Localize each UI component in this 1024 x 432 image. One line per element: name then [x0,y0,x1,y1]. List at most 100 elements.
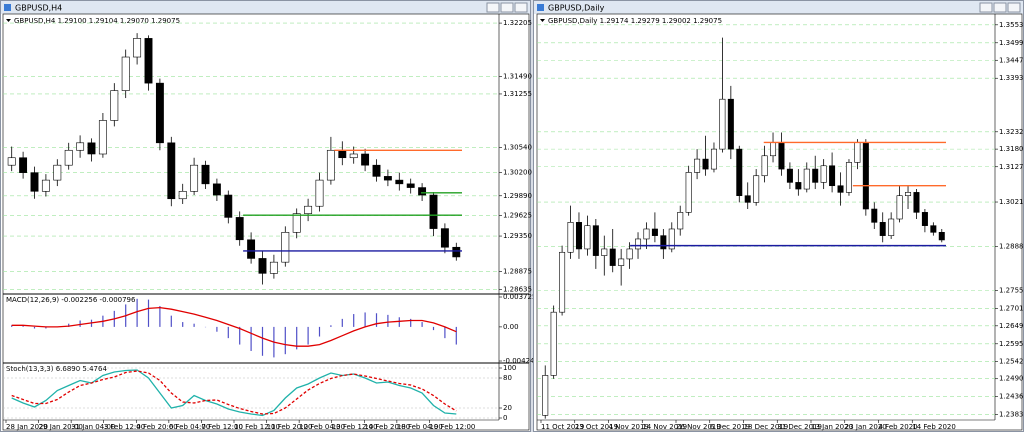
macd-bar [432,326,435,331]
candle-body [361,153,370,166]
candle-body [440,228,449,248]
y-tick-label: -0.004249 [503,357,539,365]
candle-body [736,148,743,197]
window-button-close[interactable] [1007,2,1021,13]
plot-area [536,13,1023,431]
y-tick-label: 1.28880 [999,242,1024,250]
candle-body [592,225,599,256]
candle-body [685,172,692,213]
candle-body [694,158,701,173]
y-tick-label: 1.31800 [999,145,1024,153]
y-tick-label: 1.29625 [503,212,532,220]
y-tick-label: 1.31490 [503,72,532,80]
macd-bar [147,299,150,327]
candle-body [110,90,119,121]
candle-body [155,82,164,144]
macd-bar [22,326,24,327]
candle-body [677,212,684,230]
macd-bar [68,323,70,327]
candle-body [452,246,461,258]
candle-body [349,153,358,159]
candle-body [567,222,574,253]
candle-body [418,187,427,196]
y-tick-label: 1.33930 [999,74,1024,82]
candle-body [727,98,734,150]
candle-body [178,190,187,200]
candle-body [660,235,667,250]
x-tick-label: 23 Jan 2020 [845,423,887,431]
candle-body [651,228,658,236]
window-button-max[interactable] [500,2,514,13]
candle-body [338,149,347,159]
candle-body [550,311,557,376]
candle-body [224,194,233,218]
x-tick-label: 31 Jan 04:00 [71,423,115,431]
candle-body [133,38,142,58]
y-tick-label: 1.29890 [503,192,532,200]
candle-body [786,168,793,183]
x-tick-label: 12 Feb 04:00 [299,423,345,431]
macd-bar [216,326,218,332]
candle-body [609,248,616,266]
x-tick-label: 23 Oct 2019 [575,423,618,431]
candle-body [921,212,928,226]
candle-body [542,375,549,416]
x-tick-label: 4 Feb 20:00 [136,423,177,431]
candle-body [643,228,650,240]
candle-body [795,182,802,190]
candle-body [19,157,28,173]
macd-bar [193,323,195,327]
candle-body [710,148,717,170]
chart-info: GBPUSD,Daily 1.29174 1.29279 1.29002 1.2… [548,17,722,25]
candle-body [871,208,878,223]
title-bar [534,1,1023,14]
window-button-close[interactable] [514,2,528,13]
y-tick-label: 1.26490 [999,322,1024,330]
candle-body [930,225,937,233]
macd-bar [330,325,332,327]
y-tick-label: 1.27015 [999,304,1024,312]
y-tick-label: 100 [503,364,516,372]
macd-bar [159,306,161,327]
candle-body [281,232,290,263]
candle-body [258,258,267,274]
y-tick-label: 1.32320 [999,128,1024,136]
candle-body [144,38,153,84]
candle-body [167,142,176,200]
macd-bar [227,326,229,339]
window-button-min[interactable] [486,2,500,13]
y-tick-label: 0 [503,414,507,422]
y-tick-label: 1.31270 [999,163,1024,171]
candle-body [190,164,199,192]
candle-body [559,251,566,313]
macd-bar [239,326,241,345]
candle-body [212,183,221,196]
macd-bar [250,326,252,351]
y-tick-label: 80 [503,374,512,382]
macd-bar [387,314,389,327]
candle-body [601,248,608,256]
macd-bar [410,318,412,327]
candle-body [626,248,633,260]
x-tick-label: 6 Dec 2019 [710,423,750,431]
macd-bar [284,326,286,355]
x-tick-label: 26 Nov 2019 [676,423,721,431]
candle-body [315,179,324,207]
x-tick-label: 11 Oct 2019 [541,423,584,431]
candle-body [753,175,760,203]
candle-body [7,157,16,166]
candle-body [905,192,912,197]
macd-bar [444,326,446,339]
macd-bar [353,314,355,327]
candle-body [862,142,869,210]
y-tick-label: 1.30200 [503,169,532,177]
candle-body [719,98,726,150]
candle-body [913,192,920,213]
x-tick-label: 14 Feb 2020 [912,423,956,431]
window-button-min[interactable] [979,2,993,13]
window-button-max[interactable] [993,2,1007,13]
candle-body [803,168,810,190]
candle-body [812,168,819,183]
candle-body [201,164,210,185]
